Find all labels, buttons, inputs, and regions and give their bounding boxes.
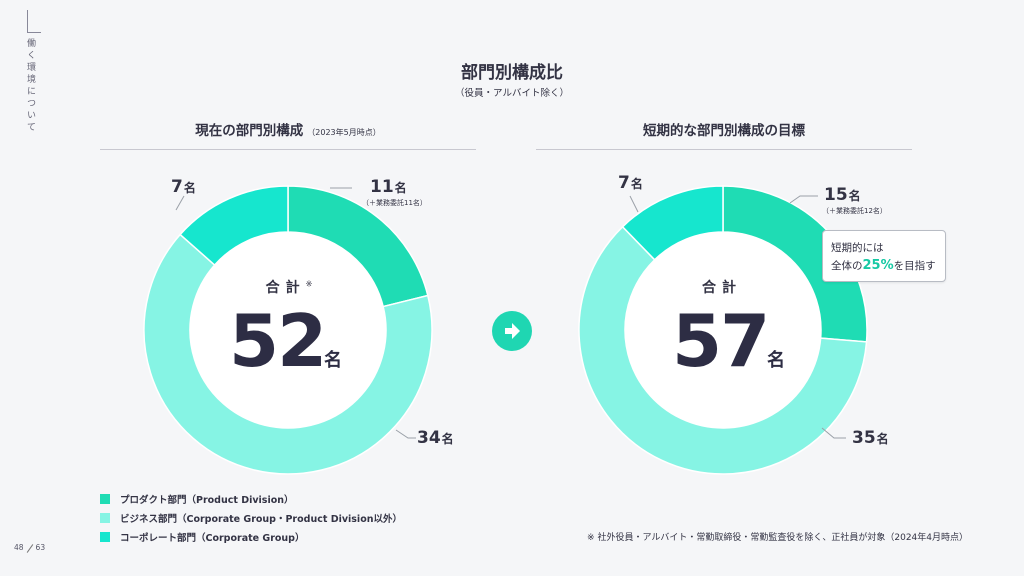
callout-pre: 全体の — [831, 260, 863, 272]
right-total-value: 57 — [672, 299, 770, 383]
right-label-product-sub: （＋業務委託12名） — [822, 207, 887, 215]
legend-swatch-corporate — [100, 531, 110, 542]
callout-line-1: 短期的には — [831, 242, 884, 254]
left-total-unit: 名 — [324, 350, 342, 371]
right-label-business-unit: 名 — [876, 432, 889, 446]
target-callout: 短期的には 全体の25%を目指す — [822, 230, 946, 282]
left-label-product-unit: 名 — [394, 181, 407, 195]
left-total-label-text: 合計 — [265, 280, 306, 296]
legend-swatch-product — [100, 493, 110, 504]
legend-label-corporate: コーポレート部門（Corporate Group） — [120, 532, 305, 544]
left-label-corporate: 7名 — [171, 177, 196, 197]
left-section-title: 現在の部門別構成 （2023年5月時点） — [100, 119, 476, 139]
donut-current-center — [190, 232, 386, 428]
arrow-right-glyph — [505, 323, 520, 339]
left-section-title-note: （2023年5月時点） — [307, 128, 381, 137]
left-label-business-value: 34 — [417, 428, 441, 448]
right-label-product-value: 15 — [824, 185, 848, 205]
leader-line-left-corporate — [175, 195, 185, 211]
legend-label-business: ビジネス部門（Corporate Group・Product Division以… — [120, 513, 402, 525]
legend-swatch-business — [100, 512, 110, 523]
label-leader-lines — [175, 187, 846, 439]
page-total: 63 — [35, 543, 46, 552]
side-line-tick — [27, 32, 41, 33]
right-label-corporate-value: 7 — [618, 173, 630, 193]
right-label-product-unit: 名 — [848, 189, 861, 203]
donut-target-center — [625, 232, 821, 428]
left-label-product-value: 11 — [370, 177, 394, 197]
left-total-value: 52 — [229, 299, 327, 383]
right-section-title: 短期的な部門別構成の目標 — [643, 123, 805, 139]
page-separator — [26, 543, 33, 553]
callout-percent: 25% — [862, 258, 894, 273]
callout-line-2: 全体の25%を目指す — [831, 257, 945, 275]
donut-chart-target — [578, 185, 868, 475]
left-label-business: 34名 — [417, 428, 454, 448]
leader-line-right-product — [789, 195, 818, 204]
right-total-unit: 名 — [767, 350, 785, 371]
legend-item-business: ビジネス部門（Corporate Group・Product Division以… — [100, 508, 402, 527]
right-label-product: 15名 — [824, 185, 861, 205]
page-number: 48 63 — [14, 543, 46, 553]
right-label-corporate: 7名 — [618, 173, 643, 193]
side-line — [27, 10, 28, 32]
legend-item-corporate: コーポレート部門（Corporate Group） — [100, 527, 402, 546]
page-subtitle: （役員・アルバイト除く） — [455, 88, 569, 99]
left-total-note-mark: ※ — [305, 279, 313, 289]
right-label-corporate-unit: 名 — [630, 177, 643, 191]
left-label-product: 11名 — [370, 177, 407, 197]
left-total-label: 合計※ — [229, 277, 349, 297]
left-label-corporate-value: 7 — [171, 177, 183, 197]
callout-post: を目指す — [893, 260, 936, 272]
chart-legend: プロダクト部門（Product Division） ビジネス部門（Corpora… — [100, 489, 402, 546]
leader-line-left-business — [395, 429, 416, 439]
right-section-divider — [536, 149, 912, 150]
donut-chart-current — [143, 185, 433, 475]
legend-label-product: プロダクト部門（Product Division） — [120, 494, 294, 506]
left-label-product-sub: （＋業務委託11名） — [362, 199, 427, 207]
legend-item-product: プロダクト部門（Product Division） — [100, 489, 402, 508]
footnote: ※ 社外役員・アルバイト・常勤取締役・常勤監査役を除く、正社員が対象（2024年… — [587, 533, 968, 543]
left-section-divider — [100, 149, 476, 150]
right-total-label: 合計 — [702, 280, 742, 296]
page-current: 48 — [14, 543, 24, 552]
right-label-business-value: 35 — [852, 428, 876, 448]
leader-line-right-corporate — [629, 195, 639, 213]
page-title: 部門別構成比 — [461, 63, 563, 83]
arrow-right-icon — [492, 311, 532, 351]
right-label-business: 35名 — [852, 428, 889, 448]
left-label-corporate-unit: 名 — [183, 181, 196, 195]
left-section-title-text: 現在の部門別構成 — [195, 123, 304, 139]
left-label-business-unit: 名 — [441, 432, 454, 446]
leader-line-right-business — [821, 427, 846, 439]
side-section-label: 働く環境について — [25, 38, 35, 134]
